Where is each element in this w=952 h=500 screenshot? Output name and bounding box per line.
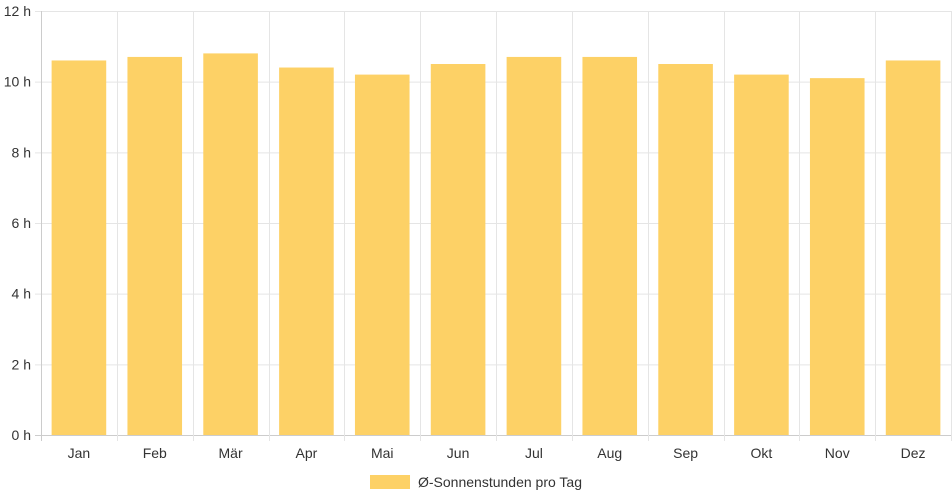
x-tick-label: Jun (447, 445, 470, 461)
bar-okt[interactable] (734, 74, 789, 435)
bar-aug[interactable] (582, 56, 638, 435)
bar-mai[interactable] (354, 74, 410, 435)
x-tick-label: Dez (901, 445, 926, 461)
y-tick-label: 2 h (12, 356, 31, 372)
bar-dez[interactable] (885, 60, 941, 435)
x-tick-label: Sep (673, 445, 698, 461)
bar-jun[interactable] (430, 64, 486, 435)
y-tick-label: 8 h (12, 144, 31, 160)
x-axis-ticks: Jan Feb Mär Apr Mai Jun Jul Aug Sep Okt Nov Dez (68, 445, 926, 461)
y-tick-label: 0 h (12, 427, 31, 443)
x-tick-label: Jan (68, 445, 91, 461)
x-tick-label: Aug (597, 445, 622, 461)
x-tick-label: Okt (751, 445, 773, 461)
bar-sep[interactable] (658, 64, 713, 435)
y-tick-label: 10 h (4, 74, 31, 90)
x-tick-label: Jul (525, 445, 543, 461)
bar-jul[interactable] (506, 56, 562, 435)
legend[interactable]: Ø-Sonnenstunden pro Tag (370, 474, 582, 490)
bar-mär[interactable] (203, 53, 258, 436)
bar-apr[interactable] (279, 67, 334, 436)
legend-label: Ø-Sonnenstunden pro Tag (418, 474, 582, 490)
y-tick-label: 12 h (4, 3, 31, 19)
x-tick-label: Apr (296, 445, 318, 461)
x-tick-label: Feb (143, 445, 167, 461)
x-tick-label: Mai (371, 445, 394, 461)
y-axis-ticks: 0 h 2 h 4 h 6 h 8 h 10 h 12 h (4, 3, 31, 443)
x-tick-label: Mär (219, 445, 243, 461)
bar-nov[interactable] (809, 78, 865, 435)
y-tick-label: 6 h (12, 215, 31, 231)
bar-jan[interactable] (51, 60, 107, 435)
bars (51, 53, 941, 436)
x-tick-label: Nov (825, 445, 850, 461)
legend-swatch (370, 475, 411, 489)
bar-feb[interactable] (127, 56, 183, 435)
y-tick-label: 4 h (12, 286, 31, 302)
grid-lines (35, 11, 952, 441)
